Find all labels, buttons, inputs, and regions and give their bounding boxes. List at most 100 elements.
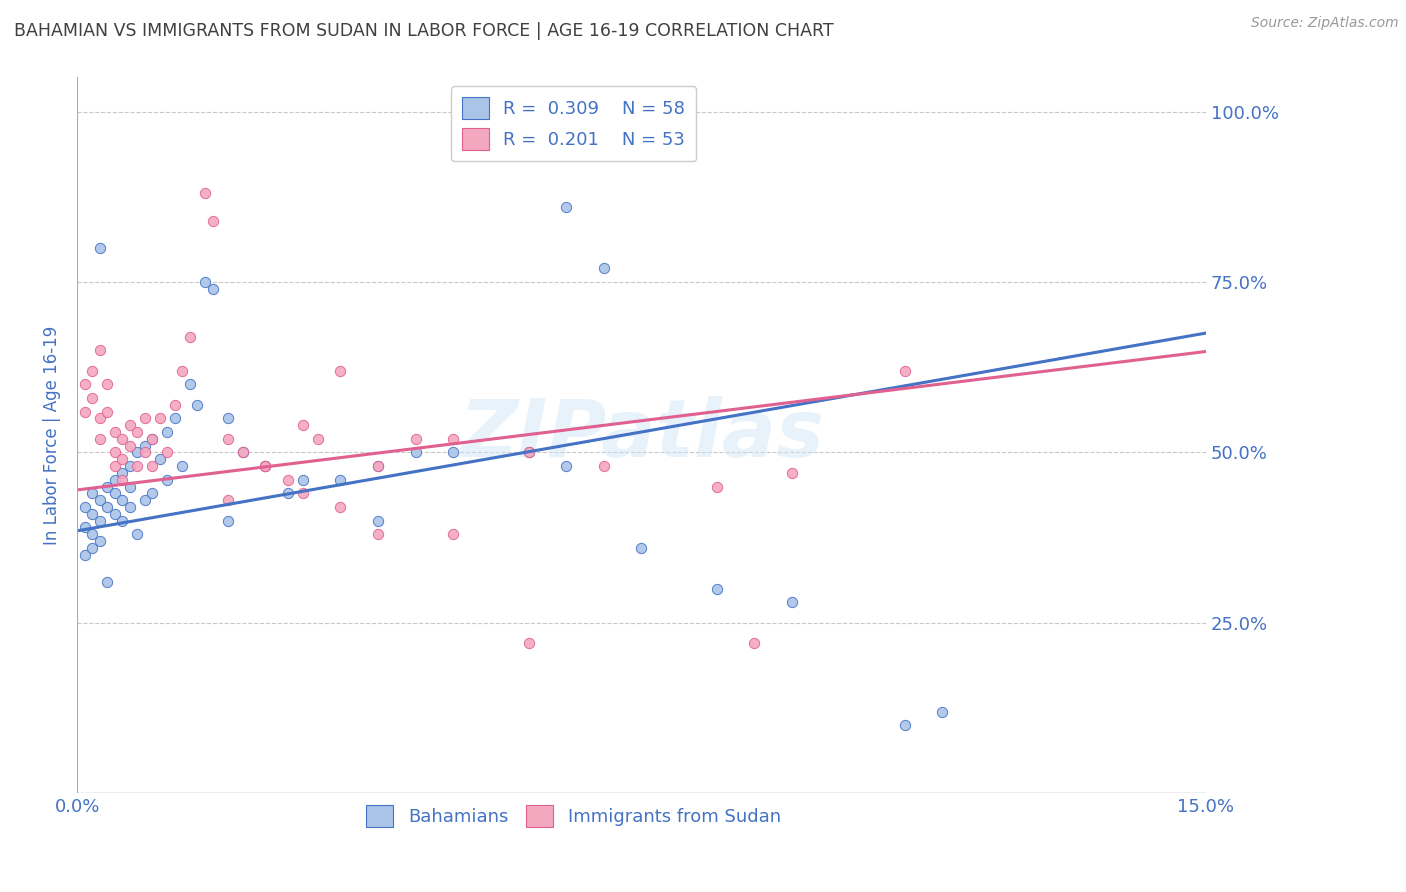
Point xyxy=(706,582,728,596)
Point xyxy=(441,445,464,459)
Point xyxy=(96,574,118,589)
Point xyxy=(118,459,141,474)
Point xyxy=(630,541,652,555)
Point xyxy=(89,411,111,425)
Point xyxy=(89,534,111,549)
Point xyxy=(367,459,389,474)
Point xyxy=(89,493,111,508)
Point xyxy=(232,445,254,459)
Point xyxy=(232,445,254,459)
Point xyxy=(254,459,277,474)
Point xyxy=(82,507,104,521)
Point xyxy=(104,473,127,487)
Point xyxy=(111,493,134,508)
Point xyxy=(104,445,127,459)
Point xyxy=(111,466,134,480)
Point xyxy=(163,411,186,425)
Point xyxy=(96,404,118,418)
Point xyxy=(706,479,728,493)
Point xyxy=(780,595,803,609)
Point xyxy=(111,514,134,528)
Point xyxy=(367,459,389,474)
Point xyxy=(172,363,194,377)
Point xyxy=(73,520,96,534)
Point xyxy=(149,452,172,467)
Point xyxy=(127,445,149,459)
Point xyxy=(96,500,118,514)
Point xyxy=(104,486,127,500)
Point xyxy=(156,473,179,487)
Point xyxy=(893,718,915,732)
Point xyxy=(291,486,314,500)
Point xyxy=(141,432,163,446)
Point xyxy=(405,432,427,446)
Point xyxy=(517,636,540,650)
Point xyxy=(82,486,104,500)
Point xyxy=(441,432,464,446)
Point xyxy=(104,459,127,474)
Point xyxy=(592,261,614,276)
Point xyxy=(329,363,352,377)
Point xyxy=(172,459,194,474)
Point xyxy=(163,398,186,412)
Text: ZIPatlas: ZIPatlas xyxy=(458,396,824,475)
Point xyxy=(104,425,127,439)
Point xyxy=(89,432,111,446)
Point xyxy=(134,411,156,425)
Point xyxy=(179,329,201,343)
Point xyxy=(134,445,156,459)
Point xyxy=(291,473,314,487)
Point xyxy=(82,363,104,377)
Point xyxy=(127,527,149,541)
Point xyxy=(82,541,104,555)
Point xyxy=(73,500,96,514)
Point xyxy=(111,432,134,446)
Text: Source: ZipAtlas.com: Source: ZipAtlas.com xyxy=(1251,16,1399,30)
Point xyxy=(517,445,540,459)
Point xyxy=(201,213,224,227)
Point xyxy=(73,377,96,392)
Point xyxy=(254,459,277,474)
Point xyxy=(277,486,299,500)
Point xyxy=(141,432,163,446)
Point xyxy=(156,445,179,459)
Point xyxy=(96,377,118,392)
Point xyxy=(118,500,141,514)
Point xyxy=(367,514,389,528)
Point xyxy=(89,514,111,528)
Point xyxy=(307,432,329,446)
Point xyxy=(89,241,111,255)
Point xyxy=(254,459,277,474)
Point xyxy=(555,200,578,214)
Point xyxy=(893,363,915,377)
Point xyxy=(201,282,224,296)
Point xyxy=(134,493,156,508)
Point xyxy=(441,527,464,541)
Point xyxy=(194,275,217,289)
Point xyxy=(127,425,149,439)
Point xyxy=(186,398,208,412)
Point xyxy=(555,459,578,474)
Point xyxy=(592,459,614,474)
Point xyxy=(118,439,141,453)
Point xyxy=(329,500,352,514)
Point xyxy=(156,425,179,439)
Point xyxy=(367,527,389,541)
Point xyxy=(134,439,156,453)
Point xyxy=(277,473,299,487)
Point xyxy=(291,418,314,433)
Point xyxy=(329,473,352,487)
Point xyxy=(742,636,765,650)
Point xyxy=(517,445,540,459)
Point xyxy=(73,404,96,418)
Point xyxy=(141,459,163,474)
Point xyxy=(82,391,104,405)
Y-axis label: In Labor Force | Age 16-19: In Labor Force | Age 16-19 xyxy=(44,326,60,545)
Point xyxy=(82,527,104,541)
Legend: Bahamians, Immigrants from Sudan: Bahamians, Immigrants from Sudan xyxy=(359,798,789,834)
Text: BAHAMIAN VS IMMIGRANTS FROM SUDAN IN LABOR FORCE | AGE 16-19 CORRELATION CHART: BAHAMIAN VS IMMIGRANTS FROM SUDAN IN LAB… xyxy=(14,22,834,40)
Point xyxy=(111,452,134,467)
Point xyxy=(127,459,149,474)
Point xyxy=(141,486,163,500)
Point xyxy=(405,445,427,459)
